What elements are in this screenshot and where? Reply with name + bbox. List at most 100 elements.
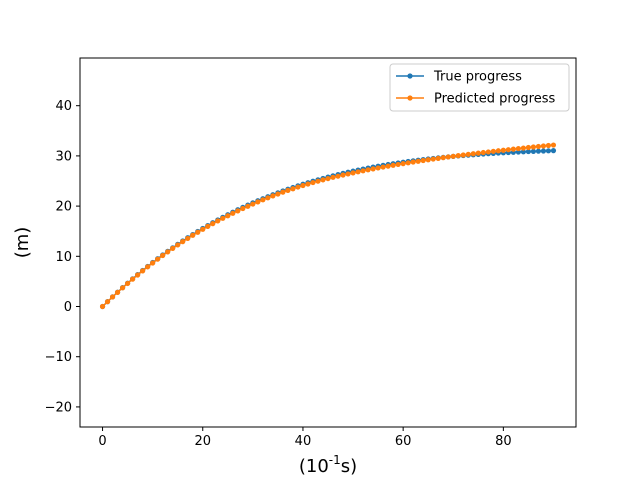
data-point	[155, 256, 161, 262]
data-point	[360, 168, 366, 174]
data-point	[495, 148, 501, 154]
data-point	[435, 155, 441, 161]
data-point	[405, 160, 411, 166]
data-point	[205, 223, 211, 229]
data-point	[445, 154, 451, 160]
data-point	[140, 268, 146, 274]
data-point	[530, 144, 537, 150]
legend-label: True progress	[433, 70, 522, 85]
data-point	[550, 142, 557, 148]
data-point	[480, 149, 486, 156]
data-point	[470, 151, 476, 157]
series-layer	[99, 142, 557, 310]
data-point	[135, 272, 141, 278]
data-point	[415, 158, 421, 164]
data-point	[130, 276, 136, 282]
data-point	[340, 172, 346, 178]
data-point	[295, 184, 301, 190]
data-point	[160, 252, 166, 259]
data-point	[455, 153, 461, 159]
data-point	[255, 199, 261, 205]
data-point	[430, 156, 436, 162]
data-point	[195, 229, 201, 235]
data-point	[505, 147, 511, 153]
data-point	[535, 148, 542, 154]
data-point	[200, 226, 206, 232]
legend-item: Predicted progress	[396, 92, 556, 107]
data-point	[230, 210, 236, 216]
y-tick-label: −10	[45, 350, 72, 365]
data-point	[305, 181, 311, 187]
data-point	[540, 143, 547, 149]
data-point	[220, 215, 226, 221]
data-point	[545, 148, 552, 154]
data-point	[240, 205, 246, 212]
data-point	[310, 179, 316, 186]
x-axis-title-tail: s)	[341, 456, 357, 477]
y-tick-label: 0	[64, 300, 72, 315]
legend-label: Predicted progress	[434, 92, 556, 107]
data-point	[540, 148, 547, 154]
data-point	[410, 159, 416, 165]
legend: True progress Predicted progress	[389, 63, 570, 112]
data-point	[300, 182, 306, 189]
plot-frame	[79, 57, 577, 428]
data-point	[460, 152, 466, 158]
data-point	[320, 177, 326, 183]
data-point	[450, 153, 456, 159]
data-point	[520, 145, 526, 151]
data-point	[350, 170, 356, 176]
x-axis-ticks: 0 20 40 60 80	[98, 427, 512, 449]
y-tick-label: 40	[55, 99, 72, 114]
data-point	[510, 146, 516, 152]
x-axis-title: (10-1s)	[299, 453, 357, 477]
data-point	[330, 174, 336, 180]
y-tick-label: −20	[45, 400, 72, 415]
data-point	[190, 232, 196, 238]
data-point	[99, 303, 106, 310]
data-point	[275, 191, 281, 197]
data-point	[250, 201, 256, 207]
legend-swatch-marker	[407, 95, 413, 101]
data-point	[400, 161, 406, 167]
x-tick-label: 40	[295, 434, 312, 449]
data-point	[215, 218, 221, 224]
y-tick-label: 30	[55, 149, 72, 164]
data-point	[475, 150, 481, 156]
data-point	[525, 144, 532, 151]
data-point	[380, 164, 386, 170]
data-point	[104, 299, 111, 305]
data-point	[185, 235, 191, 242]
legend-box	[389, 63, 570, 112]
x-tick-label: 60	[395, 434, 412, 449]
data-point	[500, 147, 506, 153]
data-point	[520, 149, 526, 155]
data-point	[150, 260, 156, 266]
data-point	[550, 148, 557, 154]
data-point	[280, 189, 286, 195]
data-point	[370, 166, 376, 172]
data-point	[485, 149, 491, 155]
data-point	[165, 249, 171, 255]
data-point	[390, 162, 396, 168]
data-point	[335, 173, 341, 179]
legend-swatch-marker	[407, 73, 413, 79]
data-point	[114, 289, 121, 295]
data-point	[265, 195, 271, 201]
data-point	[530, 148, 537, 154]
y-axis-ticks: −20 −10 0 10 20 30 40	[45, 99, 80, 415]
data-point	[175, 242, 181, 248]
data-point	[270, 193, 276, 199]
x-axis-title-sup: -1	[329, 453, 341, 467]
legend-item: True progress	[396, 70, 522, 85]
data-point	[210, 221, 216, 227]
data-point	[245, 203, 251, 209]
data-point	[315, 178, 321, 184]
data-point	[420, 157, 426, 164]
data-point	[119, 285, 126, 291]
data-point	[345, 171, 351, 177]
data-point	[325, 175, 331, 182]
data-point	[235, 208, 241, 214]
data-point	[124, 280, 131, 287]
